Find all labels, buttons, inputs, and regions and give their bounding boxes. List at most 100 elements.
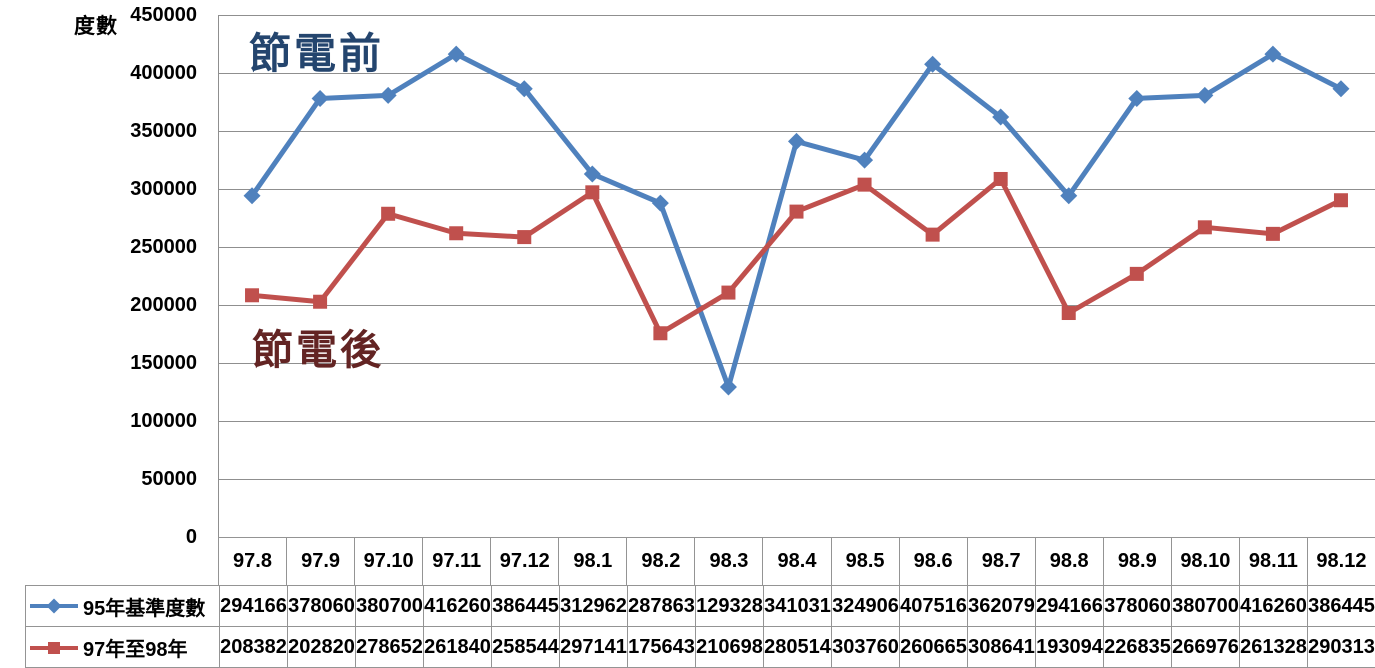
square-marker-icon — [245, 288, 260, 303]
x-axis-label: 97.8 — [218, 538, 286, 585]
legend-item: 97年至98年 — [26, 627, 219, 668]
square-marker-icon — [1129, 266, 1144, 281]
table-value-cell: 258544 — [491, 627, 559, 668]
y-tick-label: 200000 — [130, 294, 197, 316]
square-marker-icon — [449, 226, 464, 241]
diamond-marker-icon — [1196, 86, 1214, 104]
legend-label: 97年至98年 — [83, 639, 188, 661]
table-value-cell: 290313 — [1307, 627, 1375, 668]
table-value-cell: 280514 — [763, 627, 831, 668]
y-axis-ticks: 450000 400000 350000 300000 250000 200000 1500… — [0, 0, 197, 560]
data-table: 95年基準度數 294166 378060 380700 416260 386445 312… — [25, 585, 1375, 668]
diamond-marker-icon — [719, 378, 737, 396]
table-value-cell: 308641 — [967, 627, 1035, 668]
table-value-cell: 175643 — [627, 627, 695, 668]
y-tick-label: 0 — [185, 526, 197, 548]
diamond-marker-icon — [651, 194, 669, 212]
table-value-cell: 202820 — [287, 627, 355, 668]
square-marker-icon — [517, 230, 532, 245]
diamond-marker-icon — [992, 108, 1010, 126]
square-marker-icon — [789, 204, 804, 219]
table-value-cell: 380700 — [355, 586, 423, 627]
square-marker-icon — [1333, 193, 1348, 208]
x-axis-label: 98.11 — [1238, 538, 1307, 585]
table-value-cell: 210698 — [695, 627, 763, 668]
x-axis-label: 97.11 — [422, 538, 490, 585]
table-value-cell: 226835 — [1103, 627, 1171, 668]
y-tick-label: 100000 — [130, 410, 197, 432]
legend-square-marker-icon — [30, 641, 78, 654]
table-value-cell: 362079 — [967, 586, 1035, 627]
table-value-cell: 378060 — [287, 586, 355, 627]
x-axis-label: 98.5 — [830, 538, 899, 585]
table-value-cell: 261840 — [423, 627, 491, 668]
diamond-marker-icon — [1264, 45, 1282, 63]
diamond-marker-icon — [447, 45, 465, 63]
table-value-cell: 380700 — [1171, 586, 1239, 627]
y-tick-label: 150000 — [130, 352, 197, 374]
table-value-cell: 416260 — [1239, 586, 1307, 627]
table-value-cell: 407516 — [899, 586, 967, 627]
table-value-cell: 324906 — [831, 586, 899, 627]
square-marker-icon — [1265, 226, 1280, 241]
y-tick-label: 400000 — [130, 62, 197, 84]
x-axis-label: 98.9 — [1102, 538, 1171, 585]
legend-diamond-marker-icon — [30, 598, 78, 614]
diamond-marker-icon — [856, 151, 874, 169]
x-axis-label: 98.8 — [1034, 538, 1103, 585]
table-value-cell: 294166 — [1035, 586, 1103, 627]
diamond-marker-icon — [379, 86, 397, 104]
y-tick-label: 250000 — [130, 236, 197, 258]
square-marker-icon — [313, 294, 328, 309]
annotation-after-saving: 節電後 — [252, 326, 384, 374]
table-value-cell: 303760 — [831, 627, 899, 668]
square-marker-icon — [993, 171, 1008, 186]
square-marker-icon — [721, 285, 736, 300]
square-marker-icon — [857, 177, 872, 192]
y-tick-label: 50000 — [141, 468, 197, 490]
legend-item: 95年基準度數 — [26, 586, 219, 627]
diamond-marker-icon — [1332, 80, 1350, 98]
table-value-cell: 341031 — [763, 586, 831, 627]
table-value-cell: 297141 — [559, 627, 627, 668]
square-marker-icon — [585, 185, 600, 200]
y-tick-label: 450000 — [130, 4, 197, 26]
x-axis-label: 98.7 — [966, 538, 1035, 585]
x-axis-label: 98.6 — [898, 538, 967, 585]
table-value-cell: 261328 — [1239, 627, 1307, 668]
x-axis-label: 98.3 — [694, 538, 762, 585]
diamond-marker-icon — [515, 80, 533, 98]
x-axis-labels: 97.8 97.9 97.10 97.11 97.12 98.1 98.2 98.3 98.4 9… — [218, 537, 1375, 585]
x-axis-label: 97.9 — [286, 538, 354, 585]
table-value-cell: 208382 — [219, 627, 287, 668]
x-axis-label: 97.10 — [354, 538, 422, 585]
table-value-cell: 378060 — [1103, 586, 1171, 627]
diamond-marker-icon — [1128, 89, 1146, 107]
x-axis-label: 98.10 — [1170, 538, 1239, 585]
diamond-marker-icon — [583, 165, 601, 183]
diamond-marker-icon — [788, 132, 805, 150]
table-value-cell: 294166 — [219, 586, 287, 627]
series-line-square — [249, 176, 1344, 336]
square-marker-icon — [1061, 306, 1076, 321]
annotation-before-saving: 節電前 — [249, 29, 385, 78]
table-value-cell: 278652 — [355, 627, 423, 668]
table-value-cell: 312962 — [559, 586, 627, 627]
x-axis-label: 98.2 — [626, 538, 694, 585]
table-value-cell: 129328 — [695, 586, 763, 627]
diamond-marker-icon — [311, 89, 329, 107]
y-tick-label: 350000 — [130, 120, 197, 142]
square-marker-icon — [925, 227, 940, 242]
table-value-cell: 260665 — [899, 627, 967, 668]
square-marker-icon — [381, 206, 396, 221]
x-axis-label: 98.4 — [762, 538, 830, 585]
diamond-marker-icon — [243, 187, 261, 205]
table-value-cell: 416260 — [423, 586, 491, 627]
table-value-cell: 266976 — [1171, 627, 1239, 668]
table-value-cell: 386445 — [491, 586, 559, 627]
diamond-marker-icon — [1060, 187, 1078, 205]
diamond-marker-icon — [924, 55, 942, 73]
table-value-cell: 386445 — [1307, 586, 1375, 627]
plot-area — [218, 15, 1375, 537]
x-axis-label: 98.1 — [558, 538, 626, 585]
